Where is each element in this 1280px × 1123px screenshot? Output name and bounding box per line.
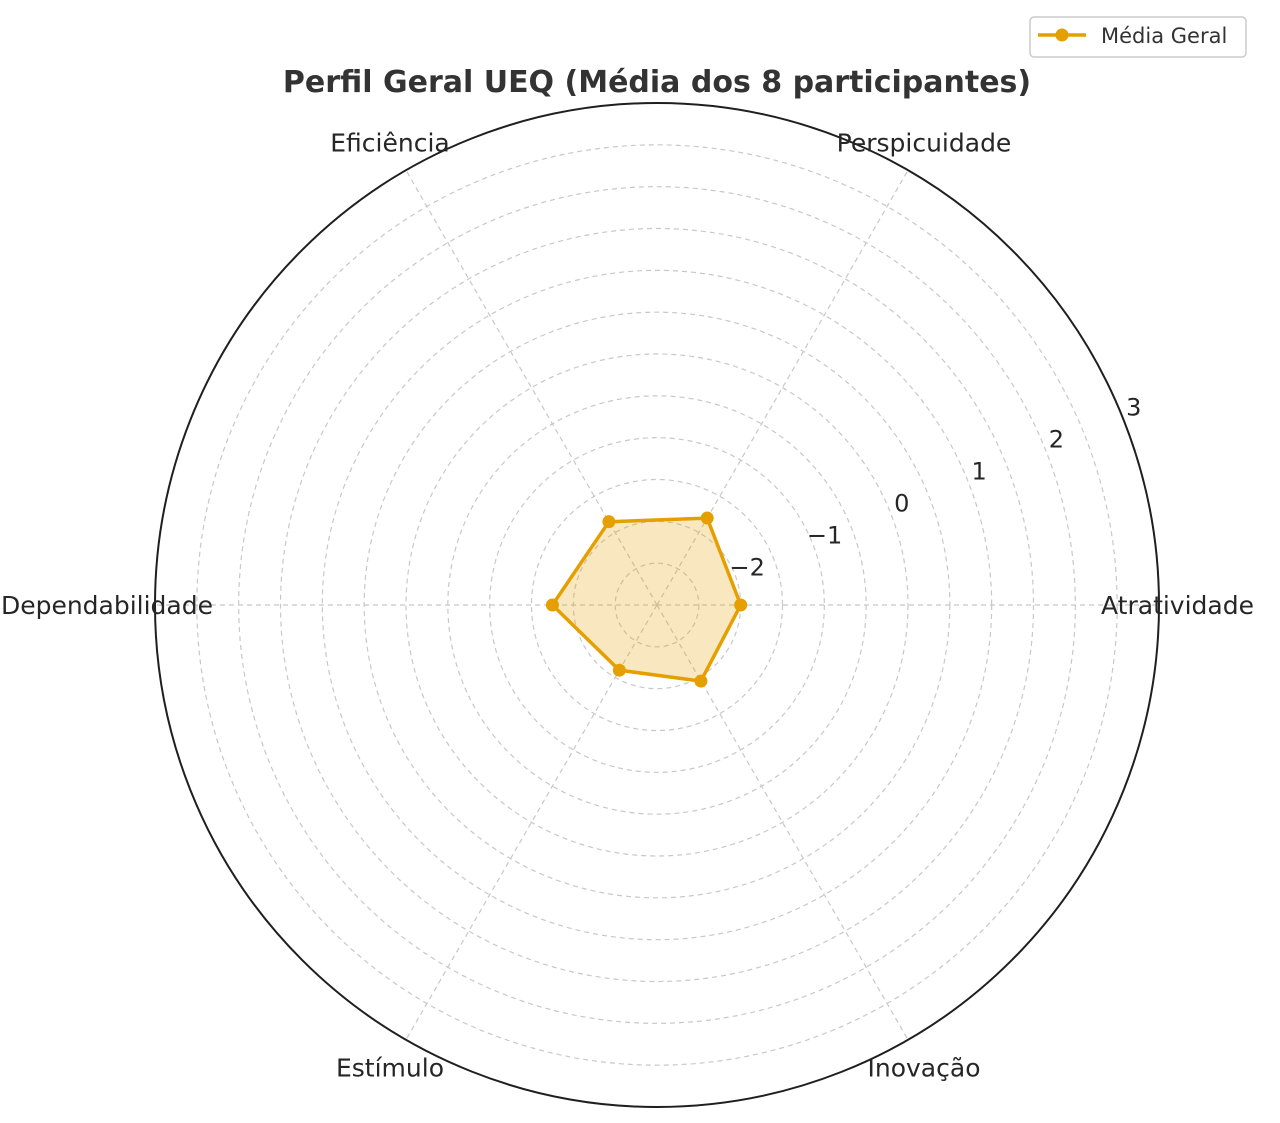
legend-box xyxy=(1029,16,1247,58)
spoke-eficiencia xyxy=(405,169,658,606)
axis-label-atratividade: Atratividade xyxy=(1101,591,1254,620)
axis-label-dependabilidade: Dependabilidade xyxy=(1,591,213,620)
legend-marker-sample xyxy=(1055,28,1069,42)
axis-labels: Atratividade Perspicuidade Eficiência Depen… xyxy=(1,129,1254,1083)
data-point-estimulo xyxy=(612,663,626,677)
grid-circle xyxy=(614,562,700,648)
radial-tick-labels: −2 −1 0 1 2 3 xyxy=(730,394,1142,582)
data-point-perspicuidade xyxy=(700,511,714,525)
chart-title: Perfil Geral UEQ (Média dos 8 participan… xyxy=(283,65,1031,100)
radar-series xyxy=(545,511,748,688)
spoke-estimulo xyxy=(405,604,658,1041)
radial-tick-label: 3 xyxy=(1126,394,1141,422)
spoke-perspicuidade xyxy=(656,169,909,606)
data-point-atratividade xyxy=(734,598,748,612)
grid-circle xyxy=(279,227,1035,983)
grid-circle xyxy=(405,353,909,857)
radial-tick-label: −1 xyxy=(807,522,842,550)
legend-entry-media-geral: Média Geral xyxy=(1101,24,1227,48)
grid-circle xyxy=(489,437,825,773)
legend: Média Geral xyxy=(1029,16,1247,58)
axis-label-perspicuidade: Perspicuidade xyxy=(837,129,1012,158)
axis-label-estimulo: Estímulo xyxy=(336,1053,444,1082)
series-area-media-geral xyxy=(552,518,741,682)
radial-tick-label: 1 xyxy=(971,458,986,486)
data-point-eficiencia xyxy=(602,515,616,529)
axis-label-eficiencia: Eficiência xyxy=(330,129,449,158)
data-point-dependabilidade xyxy=(545,598,559,612)
axis-label-inovacao: Inovação xyxy=(868,1053,981,1082)
radial-tick-label: 2 xyxy=(1049,426,1064,454)
radial-tick-label: 0 xyxy=(894,490,909,518)
data-point-inovacao xyxy=(694,674,708,688)
radial-tick-label: −2 xyxy=(730,554,765,582)
radar-outer-frame xyxy=(154,102,1160,1108)
grid-circle xyxy=(530,478,784,732)
